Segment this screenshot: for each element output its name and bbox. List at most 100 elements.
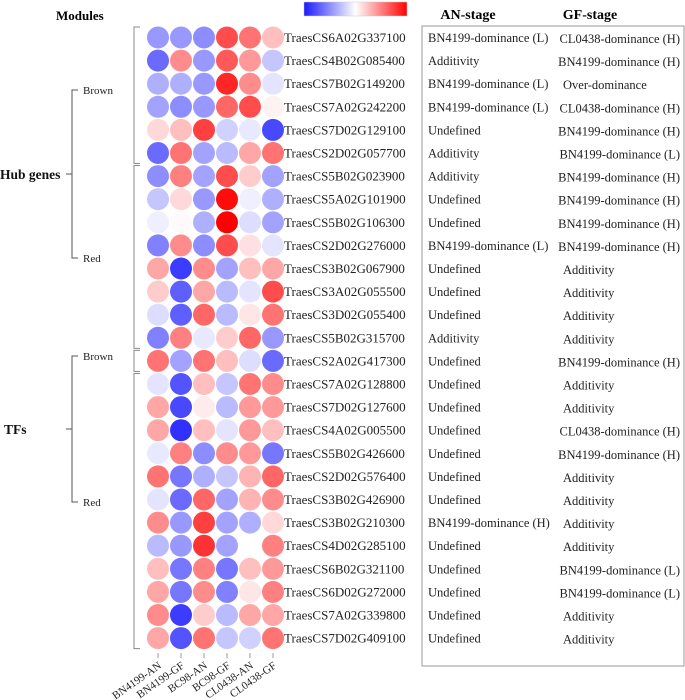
heatmap-row bbox=[147, 557, 284, 580]
heatmap-cell-cl0438-gf bbox=[262, 419, 284, 442]
gf-stage-value: Additivity bbox=[563, 610, 615, 624]
an-stage-value: Undefined bbox=[428, 354, 482, 368]
heatmap-cell-bn4199-an bbox=[147, 326, 169, 349]
an-stage-value: BN4199-dominance (L) bbox=[428, 100, 548, 114]
gene-label: TraesCS7B02G149200 bbox=[284, 76, 405, 91]
gene-label: TraesCS6D02G272000 bbox=[284, 584, 406, 599]
an-stage-value: Undefined bbox=[428, 539, 482, 553]
heatmap-cell-bn4199-an bbox=[147, 349, 169, 372]
heatmap-cell-bc98-gf bbox=[216, 419, 238, 442]
heatmap-row bbox=[147, 142, 284, 164]
heatmap-row bbox=[147, 396, 284, 419]
an-stage-value: Additivity bbox=[428, 147, 480, 161]
heatmap-cell-bn4199-gf bbox=[170, 95, 192, 118]
gf-stage-value: BN4199-dominance (H) bbox=[558, 194, 680, 208]
heatmap-cell-cl0438-gf bbox=[262, 234, 284, 257]
gene-label: TraesCS4B02G085400 bbox=[284, 53, 405, 68]
heatmap-row bbox=[147, 488, 284, 511]
heatmap-row bbox=[147, 280, 284, 303]
heatmap-cell-bc98-gf bbox=[216, 442, 238, 465]
heatmap-cell-bc98-an bbox=[193, 373, 215, 395]
module-label: Red bbox=[83, 497, 101, 509]
heatmap-cell-cl0438-an bbox=[239, 511, 261, 534]
module-row-bracket bbox=[133, 349, 140, 372]
heatmap-cell-bn4199-gf bbox=[170, 26, 192, 49]
gene-label: TraesCS2D02G576400 bbox=[284, 469, 406, 484]
heatmap-cell-bn4199-gf bbox=[170, 488, 192, 511]
heatmap-cell-bn4199-gf bbox=[170, 465, 192, 488]
heatmap-cell-cl0438-gf bbox=[262, 557, 284, 580]
heatmap-row bbox=[147, 534, 284, 557]
heatmap-row bbox=[147, 442, 284, 465]
gf-stage-value: CL0438-dominance (H) bbox=[560, 32, 680, 46]
gf-stage-value: Additivity bbox=[563, 633, 615, 647]
an-stage-value: Undefined bbox=[428, 562, 482, 576]
heatmap-cell-bc98-gf bbox=[216, 627, 238, 650]
heatmap-row bbox=[147, 326, 284, 349]
heatmap-cell-bc98-gf bbox=[216, 511, 238, 534]
gene-label: TraesCS5A02G101900 bbox=[284, 192, 406, 207]
heatmap-cell-bc98-an bbox=[193, 534, 215, 557]
modules-header: Modules bbox=[56, 8, 104, 23]
heatmap-cell-bn4199-gf bbox=[170, 604, 192, 626]
heatmap-cell-bc98-gf bbox=[216, 118, 238, 141]
heatmap-cell-cl0438-an bbox=[239, 165, 261, 188]
heatmap-cell-cl0438-an bbox=[239, 557, 261, 580]
heatmap-cell-cl0438-gf bbox=[262, 465, 284, 488]
heatmap-cell-bc98-an bbox=[193, 604, 215, 626]
module-label: Brown bbox=[83, 351, 113, 363]
heatmap-cell-bn4199-gf bbox=[170, 373, 192, 395]
heatmap-cell-bc98-gf bbox=[216, 303, 238, 326]
an-stage-value: Undefined bbox=[428, 470, 482, 484]
an-stage-value: BN4199-dominance (L) bbox=[428, 239, 548, 253]
module-row-bracket bbox=[133, 165, 140, 349]
an-stage-value: BN4199-dominance (L) bbox=[428, 77, 548, 91]
heatmap-row bbox=[147, 118, 284, 141]
heatmap-cell-bc98-gf bbox=[216, 465, 238, 488]
gf-stage-value: BN4199-dominance (L) bbox=[560, 148, 680, 162]
heatmap-cell-bc98-gf bbox=[216, 373, 238, 395]
gene-label: TraesCS7A02G128800 bbox=[284, 377, 406, 392]
heatmap-cell-cl0438-an bbox=[239, 211, 261, 234]
color-scale-bar bbox=[303, 1, 408, 17]
heatmap-cell-bc98-an bbox=[193, 26, 215, 49]
heatmap-cell-cl0438-an bbox=[239, 373, 261, 395]
heatmap-row bbox=[147, 465, 284, 488]
heatmap-cell-cl0438-gf bbox=[262, 280, 284, 303]
heatmap-cell-bc98-an bbox=[193, 72, 215, 95]
heatmap-cell-bn4199-an bbox=[147, 257, 169, 280]
heatmap-cell-bn4199-an bbox=[147, 373, 169, 395]
heatmap-cell-bn4199-an bbox=[147, 511, 169, 534]
heatmap-cell-cl0438-an bbox=[239, 419, 261, 442]
heatmap-cell-cl0438-an bbox=[239, 257, 261, 280]
gf-stage-value: BN4199-dominance (H) bbox=[558, 171, 680, 185]
an-stage-value: Undefined bbox=[428, 378, 482, 392]
heatmap-cell-cl0438-an bbox=[239, 627, 261, 650]
heatmap-cell-bn4199-an bbox=[147, 488, 169, 511]
heatmap-cell-bc98-gf bbox=[216, 257, 238, 280]
heatmap-cell-bn4199-an bbox=[147, 280, 169, 303]
heatmap-cell-cl0438-an bbox=[239, 326, 261, 349]
heatmap-cell-cl0438-an bbox=[239, 580, 261, 603]
heatmap-cell-bn4199-gf bbox=[170, 419, 192, 442]
gf-stage-header: GF-stage bbox=[563, 8, 617, 23]
heatmap-cell-bc98-gf bbox=[216, 557, 238, 580]
heatmap-cell-bc98-an bbox=[193, 442, 215, 465]
heatmap-cell-cl0438-gf bbox=[262, 373, 284, 395]
group-bracket bbox=[71, 89, 78, 259]
heatmap-cell-bn4199-an bbox=[147, 534, 169, 557]
group-label: TFs bbox=[4, 422, 27, 437]
an-stage-value: Undefined bbox=[428, 493, 482, 507]
gene-label: TraesCS3A02G055500 bbox=[284, 284, 406, 299]
heatmap-cell-bn4199-an bbox=[147, 142, 169, 164]
heatmap-cell-cl0438-an bbox=[239, 234, 261, 257]
gf-stage-value: Over-dominance bbox=[563, 78, 647, 92]
heatmap-row bbox=[147, 419, 284, 442]
heatmap-cell-cl0438-an bbox=[239, 349, 261, 372]
an-stage-value: BN4199-dominance (H) bbox=[428, 516, 550, 530]
gene-label: TraesCS2D02G057700 bbox=[284, 146, 406, 161]
heatmap-row bbox=[147, 211, 284, 234]
heatmap-cell-cl0438-an bbox=[239, 118, 261, 141]
heatmap-cell-bn4199-an bbox=[147, 49, 169, 72]
